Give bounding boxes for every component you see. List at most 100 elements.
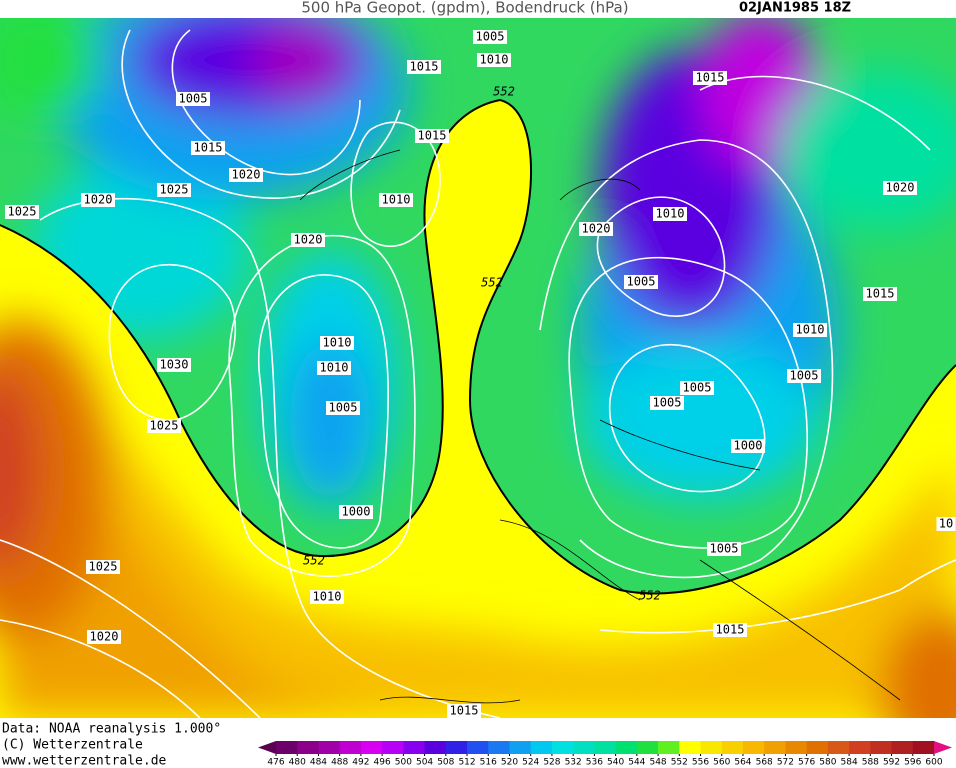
label-box: [87, 630, 121, 644]
label-box: [680, 381, 714, 395]
colorbar-label: 524: [522, 758, 539, 768]
isobar-label: 1000: [342, 505, 371, 519]
colorbar-label: 588: [862, 758, 879, 768]
label-box: [936, 517, 956, 531]
colorbar-label: 592: [883, 758, 900, 768]
colorbar-swatch: [615, 741, 638, 754]
colorbar-swatch: [339, 741, 362, 754]
colorbar-label: 484: [310, 758, 327, 768]
colorbar-label: 564: [734, 758, 751, 768]
isobar-label: 1010: [656, 207, 685, 221]
colorbar-swatch: [849, 741, 871, 754]
title: 500 hPa Geopot. (gpdm), Bodendruck (hPa): [301, 0, 628, 17]
colorbar-swatch: [636, 741, 659, 754]
isobar-label: 1010: [382, 193, 411, 207]
label-box: [147, 419, 181, 433]
label-box: [653, 207, 687, 221]
colorbar-label: 496: [374, 758, 391, 768]
colorbar-label: 536: [586, 758, 603, 768]
colorbar: 476 480 484 488 492 496 500 504 508 512 516 520 524 5…: [258, 741, 952, 768]
label-box: [731, 439, 765, 453]
colorbar-swatch: [318, 741, 341, 754]
isobar-label: 1025: [8, 205, 37, 219]
colorbar-swatch: [700, 741, 723, 754]
isobar-label: 1005: [179, 92, 208, 106]
label-box: [339, 505, 373, 519]
isobar-label: 1020: [232, 168, 261, 182]
colorbar-swatch: [382, 741, 404, 754]
label-box: [310, 590, 344, 604]
colorbar-swatch: [445, 741, 468, 754]
colorbar-swatch: [403, 741, 426, 754]
colorbar-label: 596: [904, 758, 921, 768]
colorbar-label: 544: [628, 758, 645, 768]
colorbar-label: 540: [607, 758, 624, 768]
label-box: [191, 141, 225, 155]
label-box: [787, 369, 821, 383]
isobar-label: 1005: [653, 396, 682, 410]
label-box: [229, 168, 263, 182]
isobar-label: 1025: [150, 419, 179, 433]
label-box: [793, 323, 827, 337]
colorbar-under: [258, 741, 276, 754]
colorbar-swatch: [551, 741, 574, 754]
isobar-label: 1015: [418, 129, 447, 143]
colorbar-swatch: [742, 741, 765, 754]
isobar-label: 1010: [796, 323, 825, 337]
isobar-label: 1010: [313, 590, 342, 604]
colorbar-label: 528: [543, 758, 560, 768]
label-box: [415, 129, 449, 143]
label-box: [326, 401, 360, 415]
colorbar-swatch: [530, 741, 553, 754]
colorbar-swatch: [679, 741, 702, 754]
colorbar-swatch: [891, 741, 914, 754]
isobar-label: 1005: [627, 275, 656, 289]
isobar-label: 552: [303, 554, 325, 568]
label-box: [5, 205, 39, 219]
label-box: [320, 336, 354, 350]
colorbar-label: 568: [756, 758, 773, 768]
label-box: [157, 183, 191, 197]
label-box: [707, 542, 741, 556]
label-box: [473, 30, 507, 44]
isobar-label: 1025: [89, 560, 118, 574]
colorbar-swatch: [594, 741, 617, 754]
isobar-label: 1015: [450, 704, 479, 718]
isobar-label: 1015: [716, 623, 745, 637]
isobar-label: 1010: [320, 361, 349, 375]
isobar-label: 1025: [160, 183, 189, 197]
footer-line: www.wetterzentrale.de: [2, 754, 167, 768]
colorbar-label: 504: [416, 758, 433, 768]
isobar-label: 552: [493, 85, 515, 99]
colorbar-swatch: [276, 741, 298, 754]
isobar-label: 1020: [294, 233, 323, 247]
label-box: [157, 358, 191, 372]
isobar-label: 1005: [710, 542, 739, 556]
colorbar-label: 560: [713, 758, 730, 768]
label-box: [477, 53, 511, 67]
colorbar-swatch: [658, 741, 680, 754]
colorbar-label: 600: [925, 758, 942, 768]
label-box: [693, 71, 727, 85]
isobar-label: 1020: [886, 181, 915, 195]
colorbar-swatch: [764, 741, 786, 754]
colorbar-swatch: [297, 741, 319, 754]
label-box: [650, 396, 684, 410]
colorbar-swatch: [360, 741, 383, 754]
colorbar-label: 580: [819, 758, 836, 768]
isobar-label: 1005: [476, 30, 505, 44]
isobar-label: 552: [639, 589, 661, 603]
isobar-label: 1000: [734, 439, 763, 453]
colorbar-label: 488: [331, 758, 348, 768]
colorbar-label: 480: [289, 758, 306, 768]
colorbar-label: 520: [501, 758, 518, 768]
isobar-label: 1030: [160, 358, 189, 372]
colorbar-swatch: [870, 741, 893, 754]
isobar-label: 1015: [866, 287, 895, 301]
colorbar-swatch: [573, 741, 595, 754]
isobar-label: 1010: [480, 53, 509, 67]
label-box: [317, 361, 351, 375]
isobar-label: 10: [939, 517, 953, 531]
colorbar-swatch: [912, 741, 935, 754]
